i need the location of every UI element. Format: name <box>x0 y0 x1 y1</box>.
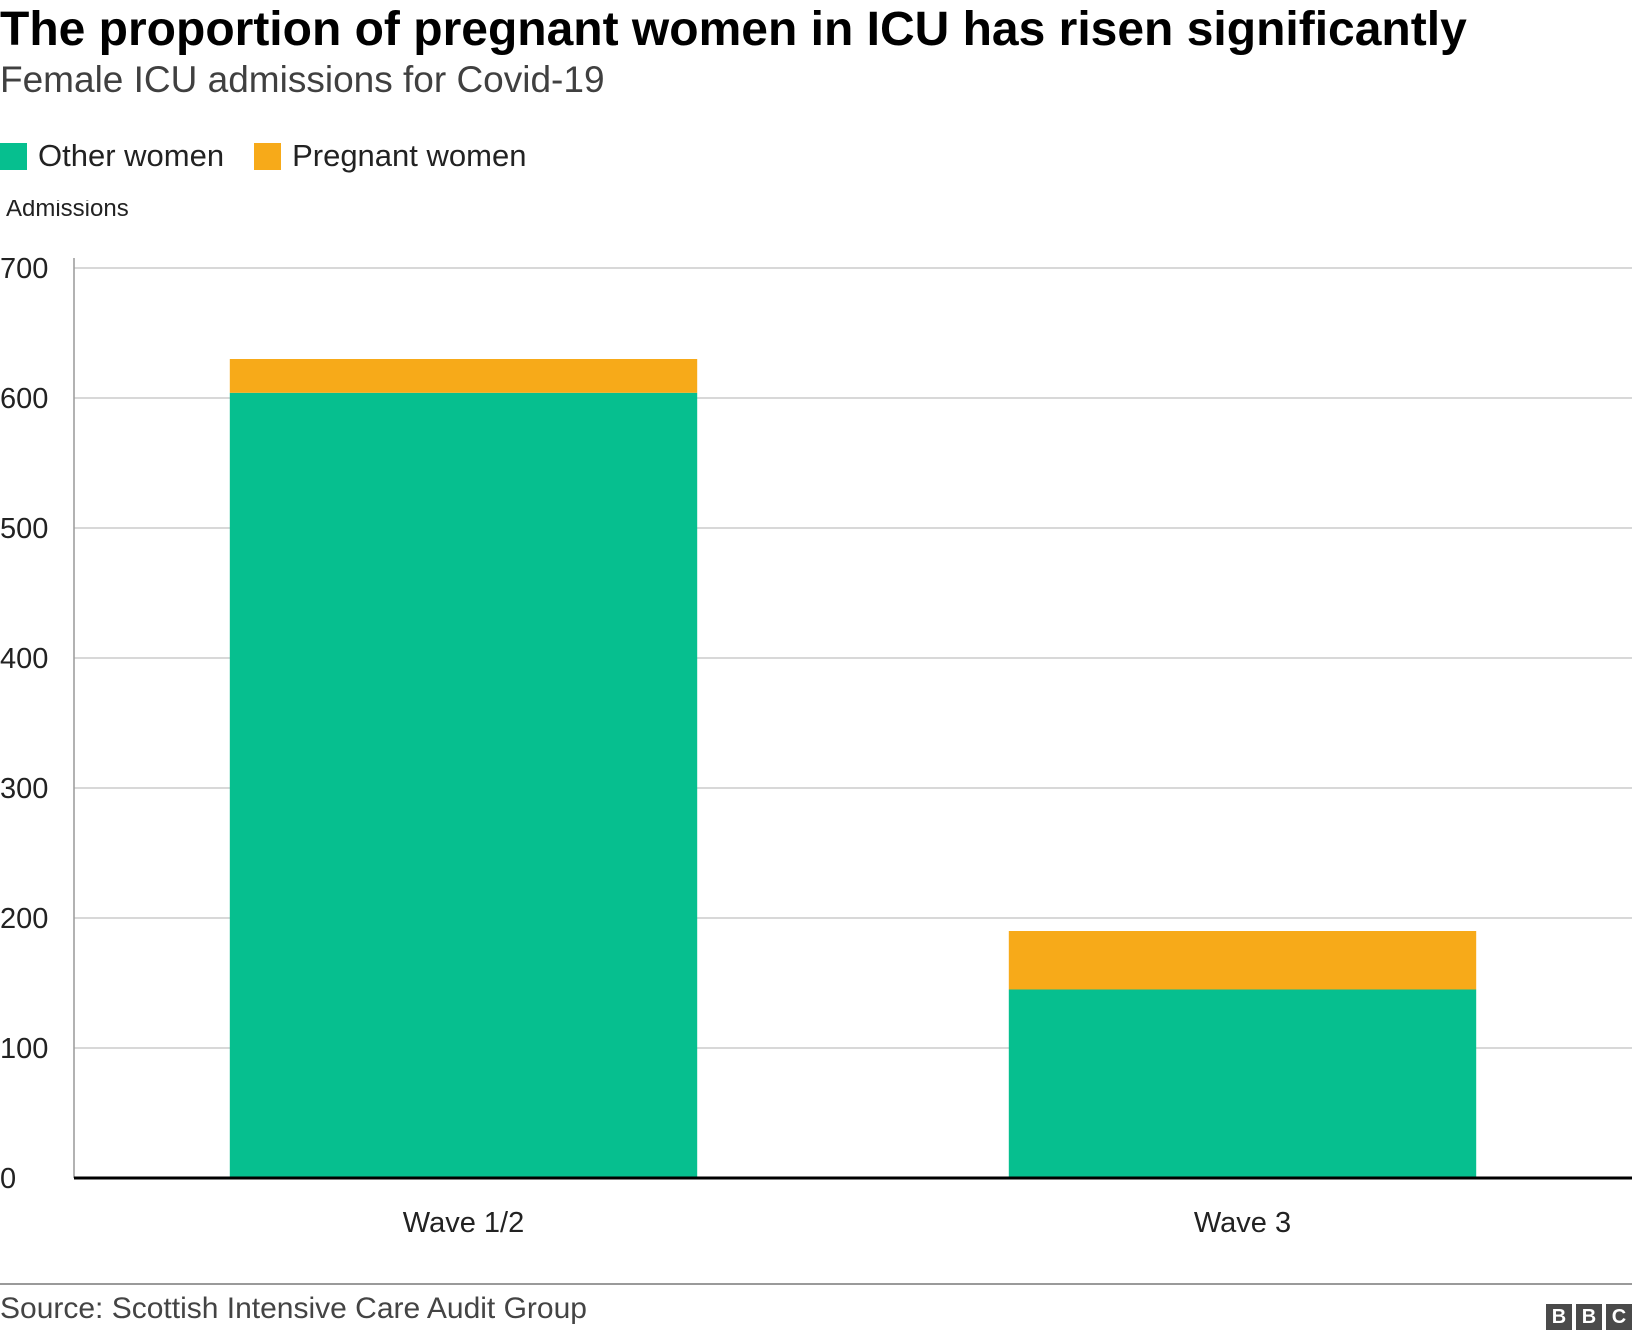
y-tick-label-400: 400 <box>0 643 48 675</box>
bars <box>229 359 1477 1178</box>
bar-wave-1-2-other-women <box>229 392 698 1178</box>
source-note: Source: Scottish Intensive Care Audit Gr… <box>0 1292 587 1325</box>
x-tick-label-wave-3: Wave 3 <box>1194 1207 1291 1239</box>
logo-letter-2: B <box>1576 1304 1602 1330</box>
legend: Other women Pregnant women <box>0 136 556 176</box>
y-tick-label-500: 500 <box>0 513 48 545</box>
x-tick-label-wave-1-2: Wave 1/2 <box>403 1207 524 1239</box>
legend-swatch-other-women <box>0 142 27 170</box>
y-tick-label-700: 700 <box>0 253 48 285</box>
legend-label-pregnant-women: Pregnant women <box>292 138 527 173</box>
logo-letter-3: C <box>1606 1304 1632 1330</box>
axes: 0 100 200 300 400 500 600 700 Wave 1/2 Wave 3 <box>0 253 1632 1239</box>
chart-title: The proportion of pregnant women in ICU … <box>0 3 1467 56</box>
y-tick-label-300: 300 <box>0 773 48 805</box>
bbc-logo: B B C <box>1542 1304 1632 1330</box>
bar-wave-1-2-pregnant-women <box>229 359 698 393</box>
bar-chart: Admissions 0 100 200 300 400 500 600 700 Wave 1/… <box>0 200 1632 1239</box>
y-tick-label-100: 100 <box>0 1033 48 1065</box>
footer-divider <box>0 1283 1632 1285</box>
y-tick-label-0: 0 <box>0 1163 16 1195</box>
y-axis-title: Admissions <box>6 200 129 222</box>
legend-label-other-women: Other women <box>38 138 225 173</box>
legend-item-pregnant-women: Pregnant women <box>254 138 526 174</box>
bar-wave-3-other-women <box>1008 989 1477 1178</box>
bar-wave-3-pregnant-women <box>1008 931 1477 990</box>
legend-item-other-women: Other women <box>0 138 224 174</box>
logo-letter-1: B <box>1546 1304 1572 1330</box>
y-tick-label-600: 600 <box>0 383 48 415</box>
y-tick-label-200: 200 <box>0 903 48 935</box>
legend-swatch-pregnant-women <box>254 142 282 170</box>
chart-subtitle: Female ICU admissions for Covid-19 <box>0 59 605 100</box>
